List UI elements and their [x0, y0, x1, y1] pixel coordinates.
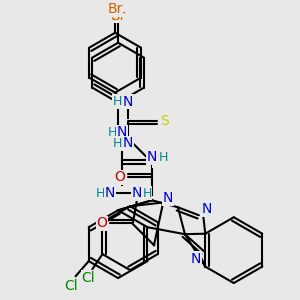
Text: N: N [105, 186, 115, 200]
Text: N: N [123, 136, 133, 150]
Text: O: O [115, 170, 125, 184]
Text: H: H [107, 126, 117, 139]
Text: H: H [142, 187, 152, 200]
Text: H: H [112, 95, 122, 108]
Text: Cl: Cl [82, 271, 95, 285]
Text: N: N [191, 252, 201, 266]
Text: H: H [112, 137, 122, 150]
Text: S: S [153, 153, 161, 167]
Text: S: S [160, 113, 169, 128]
Text: N: N [123, 94, 133, 109]
Text: Br: Br [110, 9, 126, 23]
Text: O: O [97, 216, 108, 230]
Text: N: N [163, 191, 173, 205]
Text: N: N [147, 150, 157, 164]
Text: N: N [132, 186, 142, 200]
Text: N: N [202, 202, 212, 216]
Text: H: H [158, 151, 168, 164]
Text: Cl: Cl [64, 279, 78, 293]
Text: Br: Br [107, 2, 123, 16]
Text: H: H [95, 187, 105, 200]
Text: N: N [117, 125, 127, 140]
